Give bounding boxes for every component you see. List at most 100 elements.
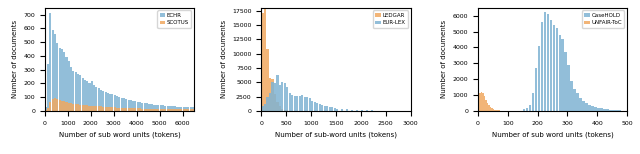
Bar (109, 94, 111, 111)
Bar (118, 97, 120, 111)
Bar (127, 100, 129, 111)
Bar (157, 105, 159, 111)
Bar (582, 101, 585, 111)
Bar (371, 110, 373, 111)
Bar (171, 109, 173, 111)
Bar (173, 109, 175, 111)
Bar (116, 96, 118, 111)
Bar (102, 91, 104, 111)
Bar (308, 98, 311, 111)
Bar (70, 103, 72, 111)
Bar (296, 96, 298, 111)
Bar (59, 100, 61, 111)
Bar (125, 99, 127, 111)
X-axis label: Number of sub-word units (tokens): Number of sub-word units (tokens) (275, 131, 397, 138)
Bar (261, 106, 264, 111)
Bar (479, 93, 481, 111)
Bar (153, 109, 155, 111)
Bar (493, 109, 494, 111)
Bar (72, 104, 74, 111)
Bar (568, 65, 570, 111)
Bar (107, 107, 109, 111)
Bar (52, 99, 54, 111)
Bar (534, 68, 538, 111)
Legend: ECHR, SCOTUS: ECHR, SCOTUS (157, 10, 191, 28)
Bar (130, 100, 132, 111)
Bar (346, 109, 348, 111)
Bar (328, 107, 331, 111)
Bar (591, 106, 594, 111)
Bar (180, 109, 182, 111)
Bar (148, 109, 150, 111)
Bar (111, 94, 113, 111)
Bar (182, 107, 185, 111)
Y-axis label: Number of documents: Number of documents (221, 20, 227, 98)
Bar (274, 94, 276, 111)
Bar (556, 28, 558, 111)
Bar (497, 110, 499, 111)
Bar (56, 99, 58, 111)
Bar (100, 106, 102, 111)
Bar (77, 74, 79, 111)
Bar (538, 46, 540, 111)
Bar (139, 108, 141, 111)
Bar (488, 105, 490, 111)
Bar (141, 103, 143, 111)
Bar (547, 14, 549, 111)
Legend: CaseHOLD, UNFAIR-ToC: CaseHOLD, UNFAIR-ToC (582, 10, 625, 28)
Bar (271, 82, 273, 111)
Bar (316, 103, 318, 111)
Bar (600, 109, 603, 111)
Bar (159, 109, 162, 111)
Bar (49, 102, 51, 111)
Bar (485, 100, 486, 111)
Bar (81, 78, 84, 111)
Bar (137, 108, 139, 111)
Bar (75, 72, 77, 111)
Bar (189, 107, 191, 111)
Bar (180, 107, 182, 111)
Bar (56, 43, 58, 111)
Bar (609, 110, 612, 111)
Bar (59, 48, 61, 111)
Bar (45, 109, 47, 111)
Bar (72, 71, 74, 111)
Bar (95, 87, 97, 111)
Bar (88, 106, 90, 111)
Bar (123, 99, 125, 111)
Bar (615, 110, 618, 111)
Bar (543, 12, 547, 111)
Bar (496, 110, 497, 111)
Bar (284, 83, 286, 111)
Bar (79, 75, 81, 111)
Bar (100, 90, 102, 111)
Bar (361, 110, 363, 111)
Bar (182, 109, 185, 111)
Bar (487, 103, 488, 111)
Bar (541, 22, 543, 111)
Bar (188, 107, 189, 111)
Bar (130, 108, 132, 111)
Bar (281, 82, 284, 111)
Y-axis label: Number of documents: Number of documents (12, 20, 18, 98)
Bar (120, 108, 123, 111)
Bar (93, 106, 95, 111)
Bar (478, 100, 479, 111)
Bar (284, 110, 286, 111)
Bar (49, 13, 51, 111)
Bar (579, 98, 582, 111)
Bar (356, 110, 358, 111)
Bar (143, 103, 146, 111)
Bar (84, 105, 86, 111)
Bar (77, 104, 79, 111)
Bar (192, 109, 194, 111)
Bar (483, 93, 484, 111)
Bar (137, 102, 139, 111)
Bar (63, 52, 65, 111)
Bar (306, 97, 308, 111)
Bar (141, 109, 143, 111)
Bar (564, 52, 567, 111)
Bar (109, 107, 111, 111)
Bar (341, 109, 343, 111)
Bar (188, 109, 189, 111)
